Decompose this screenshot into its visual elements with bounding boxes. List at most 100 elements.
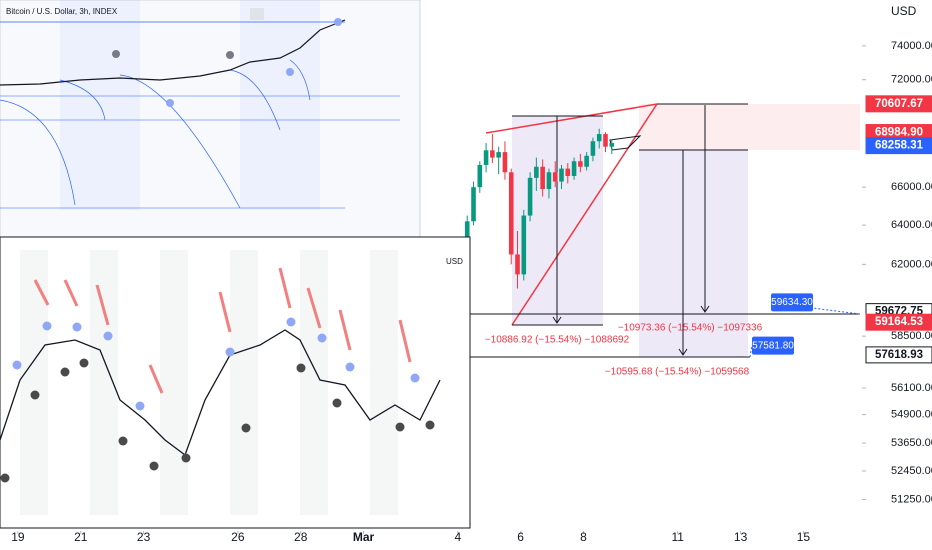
candle-body (603, 134, 608, 147)
inset-band (20, 250, 48, 515)
candle-body (590, 141, 596, 156)
inset-dot (296, 363, 306, 373)
y-tick-label: 56100.00 (891, 382, 932, 394)
price-tag (865, 346, 932, 364)
price-tag-label: 59164.53 (875, 316, 923, 328)
price-tag-label: 70607.67 (875, 98, 923, 110)
inset-dot (332, 398, 342, 408)
inset-price (0, 19, 346, 86)
candle-body (552, 172, 558, 182)
inset-arrow (95, 284, 110, 326)
candle-body (571, 161, 577, 176)
x-tick-label: 4 (454, 530, 461, 544)
y-tick-label: 64000.00 (891, 219, 932, 231)
candle-body (565, 168, 571, 176)
inset-icon (250, 8, 264, 20)
arrow-head (552, 316, 562, 324)
inset-dot (103, 331, 113, 341)
x-tick-label: 26 (231, 530, 245, 544)
y-tick-label: 72000.00 (891, 74, 932, 86)
inset-bottom (0, 236, 471, 529)
inset-dot (226, 51, 234, 59)
candle-body (496, 152, 501, 158)
candle-body (609, 143, 615, 147)
inset-arrow (278, 267, 292, 309)
y-tick-label: 52450.00 (891, 465, 932, 477)
candles (458, 128, 615, 289)
trend-line (485, 103, 658, 134)
x-tick-label: 19 (11, 530, 25, 544)
price-tag-label: 68984.90 (875, 127, 923, 139)
inset-dot (72, 322, 82, 332)
inset-dot (166, 99, 174, 107)
y-tick-label: 66000.00 (891, 181, 932, 193)
x-tick-label: 28 (294, 530, 308, 544)
inset-arrow (33, 279, 50, 306)
currency-label: USD (891, 4, 917, 18)
inset-band (240, 0, 320, 210)
inset-arrow (338, 309, 352, 351)
inset-band (230, 250, 258, 515)
candle-body (534, 166, 539, 178)
inset-dot (395, 422, 405, 432)
inset-dot (286, 317, 296, 327)
inset-arrow (306, 287, 322, 329)
arrow-head (678, 348, 688, 356)
inset-dot (345, 362, 355, 372)
candle-body (540, 166, 545, 190)
candle-body (596, 134, 602, 142)
callout (752, 336, 794, 355)
x-tick-label: 8 (580, 530, 587, 544)
x-tick-label: 21 (74, 530, 88, 544)
inset-dot (42, 321, 52, 331)
insets: Bitcoin / U.S. Dollar, 3h, INDEX (0, 0, 471, 529)
candle-body (559, 168, 564, 182)
price-tag (865, 137, 932, 155)
candle-body (515, 254, 520, 275)
inset-dot (79, 358, 89, 368)
x-tick-label: 15 (797, 530, 811, 544)
inset-dot (317, 333, 327, 343)
range-box (639, 104, 860, 150)
candle-body (578, 161, 583, 167)
inset-dot (410, 373, 420, 383)
inset-band (300, 250, 328, 515)
inset-band (90, 250, 118, 515)
inset-arrow (218, 291, 232, 333)
inset-dot (225, 347, 235, 357)
inset-dot (112, 50, 120, 58)
candle-body (464, 221, 470, 245)
y-tick-label: 62000.00 (891, 258, 932, 270)
inset-arrow (63, 279, 79, 307)
callout-label: 57581.80 (752, 340, 794, 351)
measure-label: −10886.92 (−15.54%) −1088692 (485, 335, 630, 346)
callout (771, 293, 813, 312)
inset-dot (286, 68, 294, 76)
x-tick-label: 6 (517, 530, 524, 544)
price-tag-label: 57618.93 (875, 349, 923, 361)
candle-body (483, 150, 489, 165)
axis-background (862, 0, 932, 550)
inset-dot (0, 473, 10, 483)
inset-dot (135, 401, 145, 411)
inset-dot (60, 367, 70, 377)
inset-band (160, 250, 188, 515)
candle-body (521, 215, 527, 275)
inset-arcs (0, 59, 311, 209)
inset-band (370, 250, 398, 515)
inset-arrow (398, 319, 412, 363)
inset-dot (334, 18, 342, 26)
y-tick-label: 74000.00 (891, 40, 932, 52)
inset-dot (181, 453, 191, 463)
arrow-head (700, 305, 710, 313)
price-tag (865, 95, 932, 113)
inset-currency: USD (446, 257, 463, 266)
x-tick-label: Mar (353, 530, 375, 544)
y-tick-label: 54900.00 (891, 408, 932, 420)
y-tick-label: 58500.00 (891, 330, 932, 342)
inset-dot (30, 390, 40, 400)
callout-label: 59634.30 (771, 297, 813, 308)
candle-body (490, 150, 495, 158)
candle-body (502, 152, 508, 173)
